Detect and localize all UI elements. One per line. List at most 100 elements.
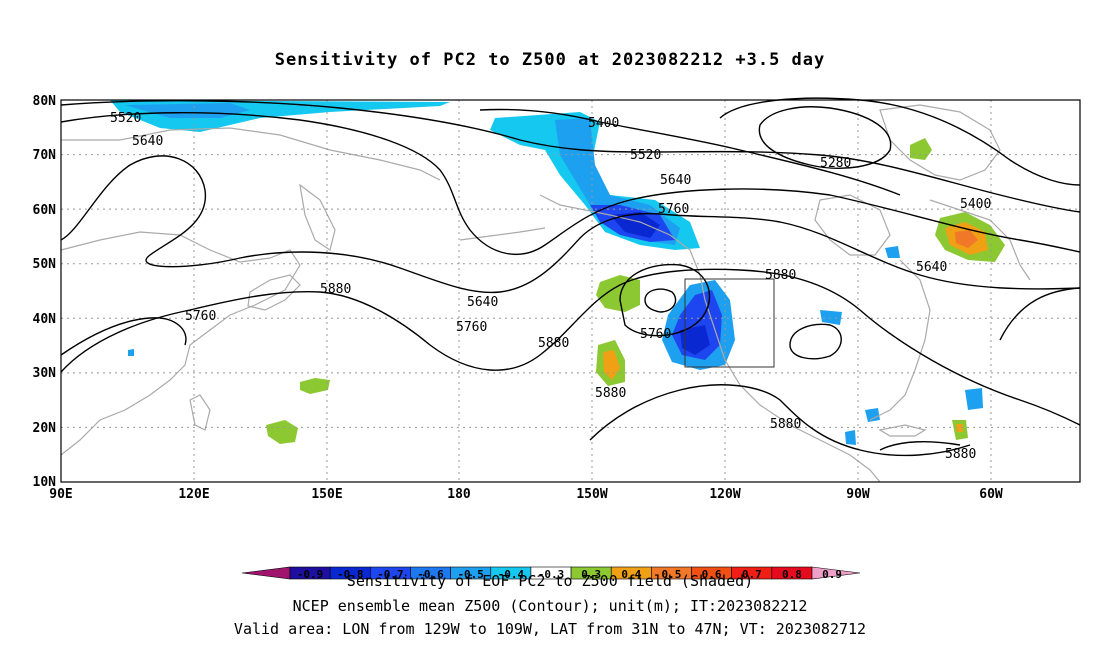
shade-green-pacific-north [596, 275, 640, 312]
lat-label: 20N [33, 421, 57, 436]
contour-label: 5520 [110, 111, 141, 126]
coastline-philippines [189, 394, 211, 431]
colorbar-tick-label: 0.9 [822, 568, 842, 581]
contour-label: 5760 [658, 202, 689, 217]
colorbar-tick-label: -0.9 [297, 568, 324, 581]
contour-label: 5520 [630, 148, 661, 163]
shade-arctic-dark [125, 103, 250, 118]
contour-label: 5760 [456, 320, 487, 335]
coastline-labrador [929, 199, 1031, 281]
contour-5280 [758, 106, 892, 169]
lat-label: 80N [33, 94, 57, 109]
colorbar-tick-label: 0.3 [581, 568, 601, 581]
lon-label: 150W [576, 487, 607, 502]
map-panel: 5520 5640 5400 5520 5640 5760 5280 5400 … [60, 97, 1081, 483]
contour-5880-gulf [879, 441, 961, 451]
figure-title: Sensitivity of PC2 to Z500 at 2023082212… [274, 50, 826, 70]
coastline-greenland [879, 104, 1001, 181]
shade-red-labrador [955, 230, 978, 248]
contour-5400-east [719, 97, 1081, 186]
colorbar-tick-label: -0.8 [337, 568, 364, 581]
lon-label: 120W [709, 487, 740, 502]
colorbar-tick-label: 0.6 [702, 568, 722, 581]
caption-line-1: Sensitivity of EOF PC2 to Z500 field (Sh… [346, 572, 754, 590]
contour-label: 5400 [960, 197, 991, 212]
lat-axis-labels: 80N 70N 60N 50N 40N 30N 20N 10N [33, 94, 57, 490]
shade-blue-pacific-small [128, 349, 134, 356]
shade-blue-north-canada [885, 246, 900, 258]
colorbar-high-arrow [811, 566, 861, 580]
coastline-siberia [61, 127, 441, 181]
shade-blue-pacific-small-2 [820, 310, 842, 325]
map-frame [60, 99, 1081, 483]
colorbar-tick-label: -0.5 [457, 568, 484, 581]
shade-blue-atlantic [965, 388, 983, 410]
lat-label: 60N [33, 203, 57, 218]
coastline-north-america-east [869, 259, 931, 421]
lat-label: 50N [33, 257, 57, 272]
valid-area-box [684, 278, 775, 368]
shade-blue-caribbean [845, 430, 856, 445]
colorbar-tick-label: 0.4 [621, 568, 641, 581]
contour-label: 5640 [132, 134, 163, 149]
lon-label: 60W [979, 487, 1003, 502]
contour-east-ring [789, 323, 842, 360]
contour-atlantic-low [999, 287, 1081, 341]
contour-label: 5760 [185, 309, 216, 324]
coastline-alaska [539, 194, 701, 276]
shade-green-west-pacific-1 [300, 378, 330, 394]
lat-label: 30N [33, 366, 57, 381]
shade-orange-caribbean [956, 424, 963, 432]
coastline-north-america-west [699, 274, 881, 483]
coastline-kamchatka [299, 183, 336, 251]
lat-label: 70N [33, 148, 57, 163]
contour-label: 5640 [467, 295, 498, 310]
contour-5400-west [479, 108, 901, 196]
contour-low-west-pacific [60, 317, 187, 356]
z500-contours [60, 97, 1081, 457]
coastline-aleutians [459, 227, 546, 241]
colorbar-tick-label: -0.3 [538, 568, 565, 581]
contour-label: 5880 [595, 386, 626, 401]
contour-label: 5880 [320, 282, 351, 297]
colorbar: -0.9 -0.8 -0.7 -0.6 -0.5 -0.4 -0.3 0.3 0.4 0.5 0.6… [241, 566, 861, 581]
contour-label: 5760 [640, 327, 671, 342]
shade-green-west-pacific-2 [266, 420, 298, 444]
lon-label: 120E [178, 487, 209, 502]
colorbar-tick-label: 0.5 [662, 568, 682, 581]
contour-label: 5880 [945, 447, 976, 462]
lon-label: 150E [311, 487, 342, 502]
lon-label: 90E [49, 487, 72, 502]
coastline-cuba [878, 424, 927, 437]
contour-5760-north [60, 155, 1081, 294]
contour-label: 5640 [916, 260, 947, 275]
contour-label: 5280 [820, 156, 851, 171]
contour-5880 [60, 268, 1081, 426]
caption-line-3: Valid area: LON from 129W to 109W, LAT f… [233, 620, 867, 638]
contour-label: 5880 [538, 336, 569, 351]
graticule [61, 100, 1080, 482]
lat-label: 10N [33, 475, 57, 490]
coastline-east-asia [60, 231, 301, 456]
contour-label: 5640 [660, 173, 691, 188]
contour-5640-west [60, 112, 1081, 255]
lon-axis-labels: 90E 120E 150E 180 150W 120W 90W 60W [49, 487, 1003, 502]
colorbar-tick-label: 0.8 [782, 568, 802, 581]
colorbar-tick-label: -0.4 [498, 568, 525, 581]
shade-blue-gulf-mexico [865, 408, 880, 422]
caption-line-2: NCEP ensemble mean Z500 (Contour); unit(… [292, 597, 808, 615]
contour-low-inner [644, 288, 677, 313]
contour-low-center [619, 263, 711, 337]
colorbar-tick-label: -0.6 [417, 568, 444, 581]
coastline-hudson [814, 194, 891, 256]
contour-5520 [60, 100, 1081, 213]
colorbar-tick-label: 0.7 [742, 568, 762, 581]
colorbar-tick-label: -0.7 [377, 568, 404, 581]
coastlines [60, 104, 1031, 483]
lon-label: 90W [846, 487, 870, 502]
contour-5880-south [589, 384, 971, 457]
contour-label-group: 5520 5640 5400 5520 5640 5760 5280 5400 … [110, 111, 991, 462]
contour-label: 5400 [588, 116, 619, 131]
lon-label: 180 [447, 487, 471, 502]
